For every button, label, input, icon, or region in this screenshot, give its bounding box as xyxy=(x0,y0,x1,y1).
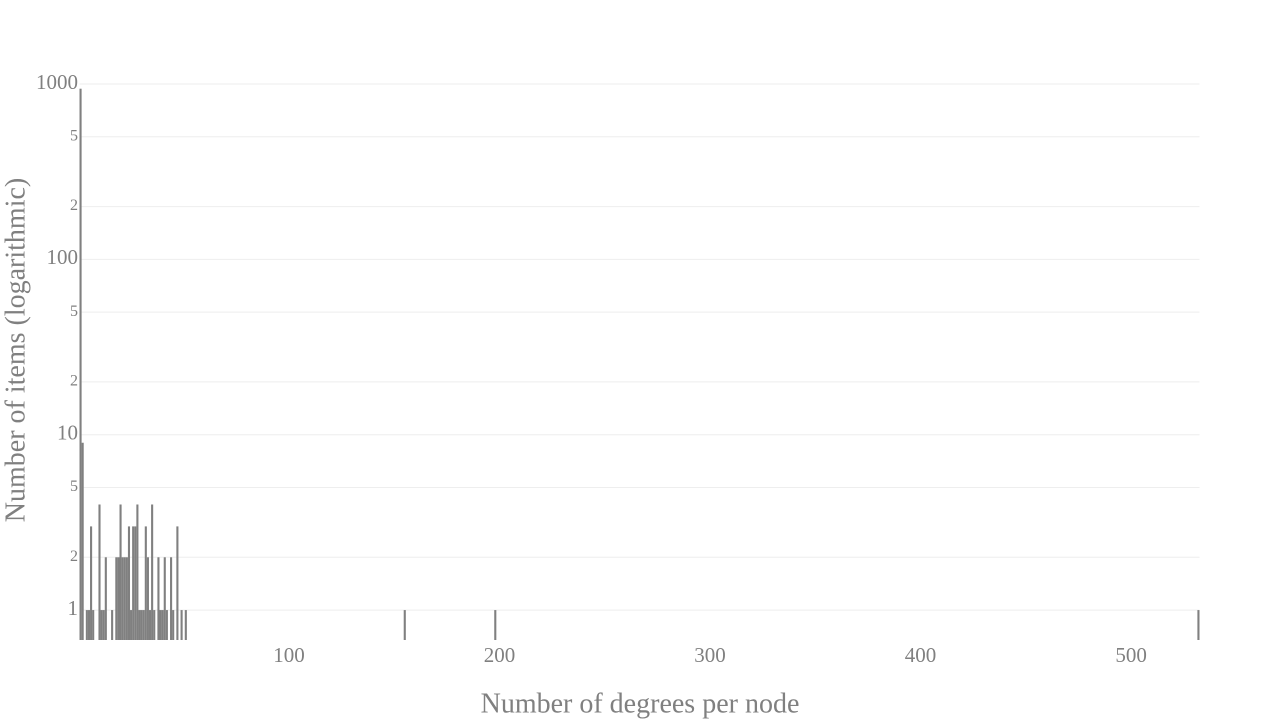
bar xyxy=(180,610,183,640)
y-tick-label: 1 xyxy=(68,596,79,620)
bar xyxy=(90,526,93,640)
y-tick-label: 1000 xyxy=(36,70,78,94)
bar xyxy=(104,557,107,640)
bar xyxy=(134,526,137,640)
y-tick-label: 5 xyxy=(70,127,78,144)
bar xyxy=(136,504,139,640)
bar xyxy=(140,610,143,640)
bar xyxy=(130,610,133,640)
bar xyxy=(115,557,118,640)
y-tick-label: 2 xyxy=(70,373,78,390)
bar xyxy=(92,610,95,640)
bar xyxy=(165,610,168,640)
bar xyxy=(85,610,88,640)
bar xyxy=(148,610,152,640)
bar xyxy=(172,610,175,640)
bar xyxy=(123,557,126,640)
x-tick-label: 200 xyxy=(484,643,516,667)
bar xyxy=(117,557,120,640)
bar xyxy=(494,610,497,640)
x-axis-title: Number of degrees per node xyxy=(481,688,800,719)
bar xyxy=(119,504,122,640)
bar xyxy=(1197,610,1200,640)
y-tick-label: 100 xyxy=(47,245,79,269)
bar xyxy=(121,557,124,640)
bar xyxy=(176,526,179,640)
bar xyxy=(111,610,114,640)
x-tick-label: 400 xyxy=(905,643,937,667)
bar xyxy=(161,610,164,640)
bar xyxy=(102,610,105,640)
bar xyxy=(98,504,101,640)
x-tick-label: 300 xyxy=(694,643,726,667)
bar xyxy=(144,526,147,640)
bar xyxy=(170,557,173,640)
x-tick-label: 100 xyxy=(273,643,305,667)
bar xyxy=(142,610,145,640)
bar xyxy=(81,442,84,640)
y-tick-label: 2 xyxy=(70,197,78,214)
bar xyxy=(159,610,162,640)
bar xyxy=(146,557,149,640)
y-tick-label: 5 xyxy=(70,478,78,495)
bar xyxy=(151,504,154,640)
bar xyxy=(132,526,135,640)
bar xyxy=(127,526,131,640)
y-tick-label: 10 xyxy=(57,421,78,445)
y-tick-label: 5 xyxy=(70,303,78,320)
bar xyxy=(79,88,82,641)
bar xyxy=(403,610,406,640)
bar xyxy=(157,557,160,640)
bar xyxy=(184,610,187,640)
bar xyxy=(153,610,156,640)
bar xyxy=(87,610,91,640)
bar xyxy=(163,557,166,640)
bar xyxy=(125,557,128,640)
x-tick-label: 500 xyxy=(1115,643,1147,667)
y-axis-title: Number of items (logarithmic) xyxy=(0,178,31,522)
bar xyxy=(138,610,141,640)
bar xyxy=(100,610,103,640)
y-tick-label: 2 xyxy=(70,548,78,565)
